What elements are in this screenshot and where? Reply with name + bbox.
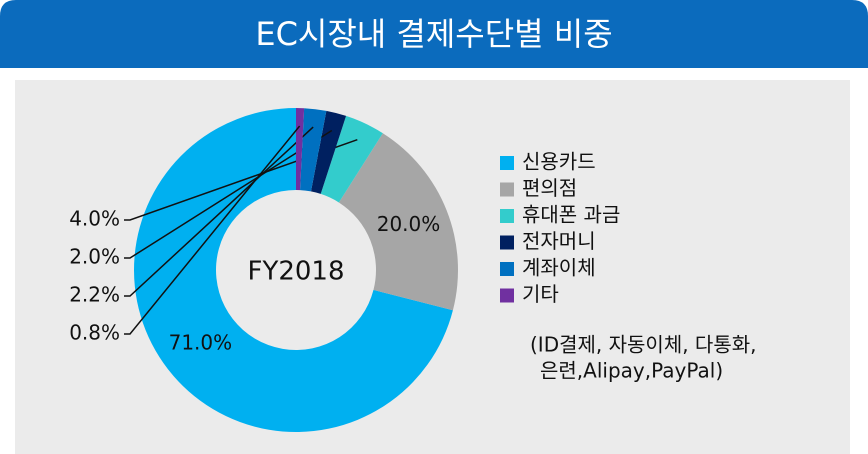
slice — [134, 108, 453, 432]
slice — [300, 108, 327, 192]
legend-swatch — [500, 209, 514, 223]
legend-swatch — [500, 262, 514, 276]
leader-line — [124, 129, 333, 259]
value-label: 0.8% — [69, 321, 120, 345]
legend-swatch — [500, 182, 514, 197]
slice — [310, 110, 347, 194]
header-bar — [0, 0, 868, 68]
legend-swatch — [500, 156, 514, 170]
legend-swatch — [500, 288, 514, 303]
value-label: 4.0% — [69, 207, 120, 231]
slice — [338, 133, 458, 311]
value-label: 71.0% — [169, 331, 233, 355]
chart-title: EC시장내 결제수단별 비중 — [255, 15, 612, 53]
legend-swatch — [500, 235, 514, 250]
value-label: 20.0% — [377, 212, 441, 236]
slice — [320, 115, 383, 203]
leader-line — [124, 125, 301, 335]
legend-label: 휴대폰 과금 — [522, 203, 620, 227]
legend-note: (ID결제, 자동이체, 다통화, — [530, 333, 757, 357]
legend-label: 기타 — [522, 282, 559, 306]
leader-line — [124, 138, 358, 221]
legend-note: 은련,Alipay,PayPal) — [540, 359, 723, 383]
legend-label: 신용카드 — [522, 150, 596, 174]
value-label: 2.2% — [69, 283, 120, 307]
legend-label: 편의점 — [522, 176, 577, 200]
value-label: 2.0% — [69, 245, 120, 269]
legend-label: 전자머니 — [522, 229, 596, 253]
legend-label: 계좌이체 — [522, 256, 596, 280]
center-label: FY2018 — [247, 257, 344, 287]
